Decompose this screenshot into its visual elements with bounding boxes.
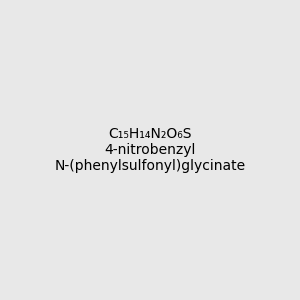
- Text: C₁₅H₁₄N₂O₆S
4-nitrobenzyl
N-(phenylsulfonyl)glycinate: C₁₅H₁₄N₂O₆S 4-nitrobenzyl N-(phenylsulfo…: [54, 127, 246, 173]
